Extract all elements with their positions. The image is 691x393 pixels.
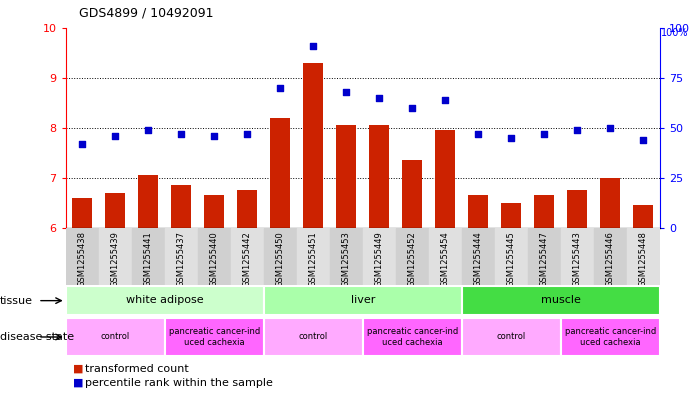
Bar [237,190,257,393]
Bar [296,228,330,285]
Text: GSM1255454: GSM1255454 [441,231,450,286]
Bar [534,195,554,393]
Point [638,137,649,143]
Text: GSM1255449: GSM1255449 [375,231,384,286]
Text: GSM1255451: GSM1255451 [309,231,318,286]
Text: GSM1255443: GSM1255443 [573,231,582,286]
Point [374,95,385,101]
Bar [462,228,495,285]
Bar [502,203,521,393]
Bar [363,228,396,285]
Bar [231,228,264,285]
Text: 100%: 100% [661,28,689,37]
Text: GSM1255441: GSM1255441 [144,231,153,286]
Text: GSM1255446: GSM1255446 [606,231,615,286]
Text: tissue: tissue [0,296,33,306]
Bar [337,125,356,393]
Bar [468,195,489,393]
Bar [330,228,363,285]
Text: GSM1255452: GSM1255452 [408,231,417,286]
Bar [264,228,296,285]
Text: GSM1255447: GSM1255447 [540,231,549,286]
Bar [99,228,132,285]
Bar [205,195,224,393]
Bar [303,62,323,393]
Bar [171,185,191,393]
Text: GSM1255437: GSM1255437 [177,231,186,287]
FancyBboxPatch shape [561,318,660,356]
Text: GSM1255440: GSM1255440 [209,231,219,286]
Bar [402,160,422,393]
Bar [105,193,125,393]
Bar [567,190,587,393]
Bar [66,228,99,285]
Text: disease state: disease state [0,332,74,342]
Point [110,132,121,139]
Bar [435,130,455,393]
Text: muscle: muscle [541,295,581,305]
Text: transformed count: transformed count [85,364,189,374]
Bar [198,228,231,285]
Point [473,130,484,137]
Bar [600,178,621,393]
Text: ■: ■ [73,364,83,374]
Point [142,127,153,133]
Bar [138,175,158,393]
Text: percentile rank within the sample: percentile rank within the sample [85,378,273,388]
Text: GSM1255445: GSM1255445 [507,231,516,286]
Point [209,132,220,139]
Text: pancreatic cancer-ind
uced cachexia: pancreatic cancer-ind uced cachexia [367,327,458,347]
Point [407,105,418,111]
Text: GSM1255444: GSM1255444 [474,231,483,286]
FancyBboxPatch shape [462,286,660,315]
Bar [429,228,462,285]
FancyBboxPatch shape [264,286,462,315]
Text: pancreatic cancer-ind
uced cachexia: pancreatic cancer-ind uced cachexia [565,327,656,347]
Bar [594,228,627,285]
Bar [370,125,389,393]
Bar [561,228,594,285]
Bar [396,228,429,285]
Point [506,134,517,141]
Bar [132,228,164,285]
Text: control: control [299,332,328,342]
Point [539,130,550,137]
Text: GSM1255439: GSM1255439 [111,231,120,286]
Point [439,97,451,103]
Text: GSM1255438: GSM1255438 [77,231,86,287]
FancyBboxPatch shape [363,318,462,356]
Text: white adipose: white adipose [126,295,204,305]
Point [242,130,253,137]
FancyBboxPatch shape [264,318,363,356]
Point [572,127,583,133]
Text: ■: ■ [73,378,83,388]
Point [605,125,616,131]
Text: GSM1255450: GSM1255450 [276,231,285,286]
FancyBboxPatch shape [462,318,561,356]
Text: GSM1255453: GSM1255453 [342,231,351,286]
Bar [495,228,528,285]
Point [77,141,88,147]
Bar [634,206,653,393]
FancyBboxPatch shape [66,286,264,315]
Point [176,130,187,137]
FancyBboxPatch shape [164,318,264,356]
Point [275,84,286,91]
Bar [270,118,290,393]
Text: GDS4899 / 10492091: GDS4899 / 10492091 [79,7,214,20]
Bar [164,228,198,285]
Text: GSM1255448: GSM1255448 [639,231,648,286]
Bar [627,228,660,285]
Bar [73,198,92,393]
Text: control: control [497,332,526,342]
Text: pancreatic cancer-ind
uced cachexia: pancreatic cancer-ind uced cachexia [169,327,260,347]
Text: GSM1255442: GSM1255442 [243,231,252,286]
Point [341,88,352,95]
Text: control: control [101,332,130,342]
Point [307,42,319,49]
FancyBboxPatch shape [66,318,164,356]
Bar [528,228,561,285]
Text: liver: liver [350,295,375,305]
